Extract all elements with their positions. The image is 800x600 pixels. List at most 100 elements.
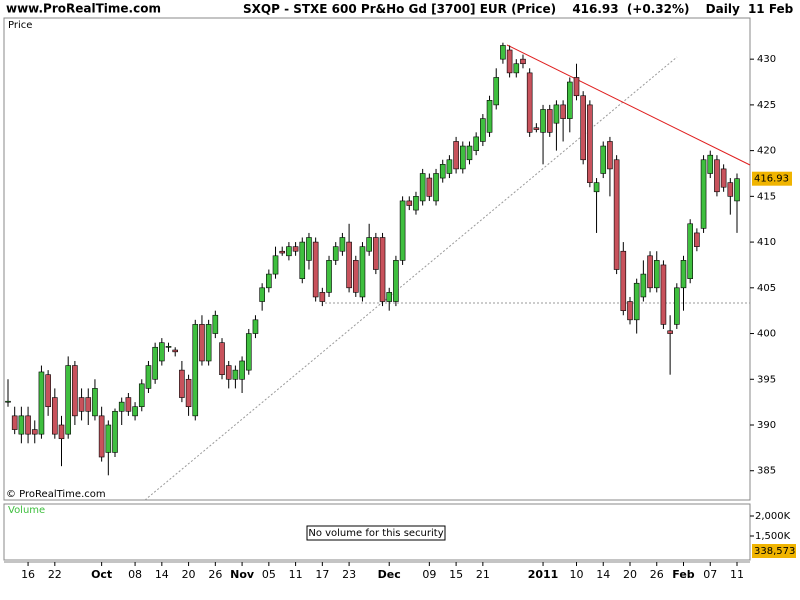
x-tick-label: 26: [208, 568, 222, 581]
candle-body: [627, 301, 633, 321]
candle-body: [105, 424, 112, 453]
candle-body: [165, 346, 172, 348]
volume-tick-label: 1,500K: [755, 531, 791, 542]
candle-body: [486, 100, 493, 133]
header-title: SXQP - STXE 600 Pr&Ho Gd [3700] EUR (Pri…: [243, 2, 794, 16]
x-tick-label: Oct: [91, 568, 112, 581]
candle-body: [205, 324, 212, 362]
x-tick-label: Nov: [230, 568, 255, 581]
candle-body: [92, 388, 98, 417]
candle-body: [379, 237, 386, 302]
x-tick-label: 10: [569, 568, 583, 581]
x-tick-label: 09: [422, 568, 436, 581]
title: SXQP - STXE 600 Pr&Ho Gd [3700] EUR (Pri…: [243, 2, 556, 16]
candle-body: [620, 250, 627, 311]
candle-body: [85, 397, 92, 412]
candle-body: [31, 429, 38, 435]
y-tick-label: 390: [757, 420, 776, 431]
x-tick-label: 15: [449, 568, 463, 581]
candle-body: [553, 104, 560, 124]
candle-body: [700, 159, 707, 229]
candle-body: [212, 314, 219, 334]
candle-body: [647, 255, 653, 289]
candle-body: [179, 369, 185, 398]
change: (+0.32%): [627, 2, 690, 16]
candle-body: [159, 342, 165, 362]
x-tick-label: 07: [703, 568, 717, 581]
candle-body: [580, 95, 586, 161]
candle-body: [306, 237, 312, 261]
candle-body: [252, 319, 259, 334]
candle-body: [72, 365, 78, 417]
candle-body: [185, 378, 192, 408]
candle-body: [152, 346, 158, 380]
x-tick-label: Feb: [672, 568, 695, 581]
candle-body: [192, 324, 199, 417]
candle-body: [633, 282, 640, 321]
site-name: www.ProRealTime.com: [6, 2, 161, 16]
candle-body: [660, 264, 667, 325]
candle-body: [339, 237, 346, 252]
candle-body: [613, 159, 620, 270]
x-tick-label: 17: [315, 568, 329, 581]
y-tick-label: 415: [757, 191, 776, 202]
candle-body: [674, 287, 680, 325]
candle-body: [473, 136, 479, 151]
y-tick-label: 425: [757, 100, 776, 111]
candle-body: [653, 260, 660, 289]
last-price-label: 416.93: [754, 174, 789, 185]
x-tick-label: Dec: [378, 568, 401, 581]
candle-body: [319, 292, 326, 302]
candle-body: [714, 159, 720, 193]
candle-body: [500, 45, 506, 60]
x-tick-label: 14: [155, 568, 169, 581]
x-tick-label: 11: [730, 568, 744, 581]
candle-body: [78, 397, 85, 412]
candle-body: [687, 223, 693, 279]
candle-body: [446, 159, 453, 174]
candle-body: [312, 241, 319, 298]
candle-body: [359, 246, 366, 298]
candle-body: [566, 81, 573, 119]
candle-body: [533, 127, 540, 130]
candle-body: [346, 241, 352, 289]
resistance-line: [506, 44, 751, 166]
candle-body: [393, 260, 399, 302]
x-tick-label: 26: [650, 568, 664, 581]
volume-message: No volume for this security: [308, 528, 443, 539]
x-tick-label: 20: [182, 568, 196, 581]
candle-body: [98, 415, 105, 458]
x-tick-label: 08: [128, 568, 142, 581]
volume-tick-label: 2,000K: [755, 511, 791, 522]
x-tick-label: 11: [289, 568, 303, 581]
candle-body: [587, 104, 593, 183]
x-tick-label: 23: [342, 568, 356, 581]
last-price: 416.93: [572, 2, 618, 16]
candle-body: [433, 173, 439, 202]
candle-body: [145, 365, 152, 389]
candle-body: [593, 182, 600, 193]
candle-body: [399, 200, 406, 261]
candle-body: [172, 349, 179, 353]
candle-body: [366, 237, 372, 252]
candle-body: [45, 374, 51, 408]
candle-body: [600, 145, 607, 174]
candle-body: [286, 246, 292, 257]
y-tick-label: 420: [757, 146, 776, 157]
candle-body: [513, 63, 520, 74]
last-volume-box: [752, 544, 796, 558]
candle-body: [667, 330, 673, 334]
candle-body: [332, 246, 339, 261]
x-tick-label: 16: [21, 568, 35, 581]
candle-body: [694, 232, 700, 247]
x-tick-label: 14: [596, 568, 610, 581]
candle-body: [266, 273, 272, 289]
candle-body: [526, 72, 533, 133]
x-tick-label: 2011: [528, 568, 559, 581]
candle-body: [219, 342, 225, 375]
candle-body: [239, 360, 245, 380]
y-tick-label: 405: [757, 283, 776, 294]
candle-body: [680, 260, 687, 289]
candle-body: [11, 415, 18, 430]
